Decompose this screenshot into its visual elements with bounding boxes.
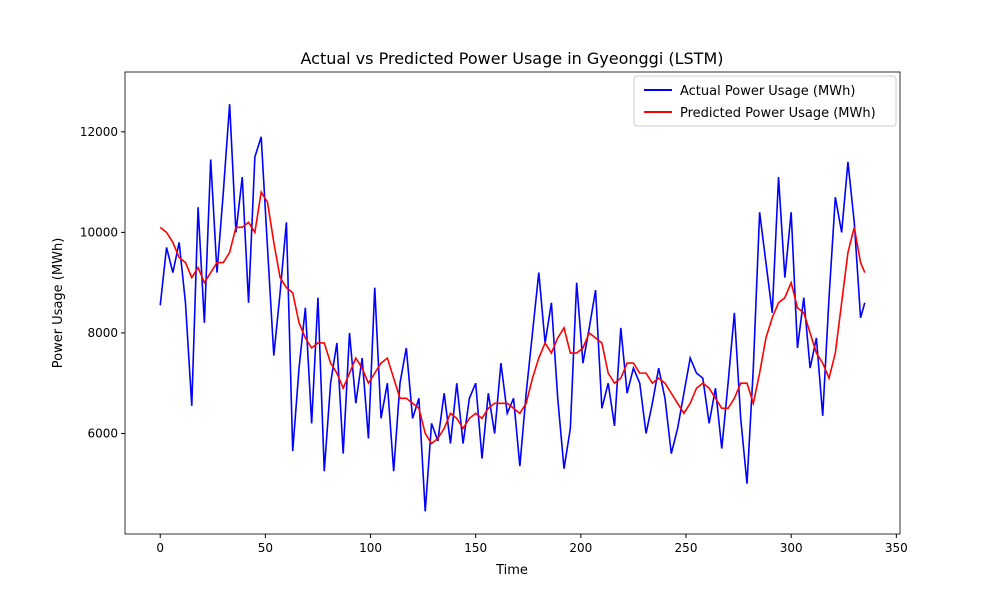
x-tick-label: 100 bbox=[359, 541, 382, 555]
series-line bbox=[159, 189, 866, 445]
y-axis-label: Power Usage (MWh) bbox=[51, 238, 66, 369]
x-tick-label: 250 bbox=[675, 541, 698, 555]
legend-box bbox=[633, 75, 897, 127]
y-tick-label: 6000 bbox=[87, 426, 118, 440]
legend-label: Predicted Power Usage (MWh) bbox=[680, 106, 876, 121]
y-tick-label: 8000 bbox=[87, 326, 118, 340]
x-axis-label: Time bbox=[495, 563, 528, 578]
x-tick-label: 350 bbox=[885, 541, 908, 555]
x-tick-label: 50 bbox=[258, 541, 273, 555]
legend-label: Actual Power Usage (MWh) bbox=[680, 84, 855, 99]
chart-title: Actual vs Predicted Power Usage in Gyeon… bbox=[301, 49, 724, 68]
x-tick-label: 0 bbox=[156, 541, 164, 555]
x-tick-label: 300 bbox=[780, 541, 803, 555]
x-tick-label: 150 bbox=[464, 541, 487, 555]
x-tick-label: 200 bbox=[569, 541, 592, 555]
series-line bbox=[159, 104, 866, 512]
y-tick-label: 12000 bbox=[80, 125, 118, 139]
plot-frame bbox=[124, 71, 901, 535]
y-tick-label: 10000 bbox=[80, 225, 118, 239]
legend: Actual Power Usage (MWh) Predicted Power … bbox=[633, 75, 897, 127]
